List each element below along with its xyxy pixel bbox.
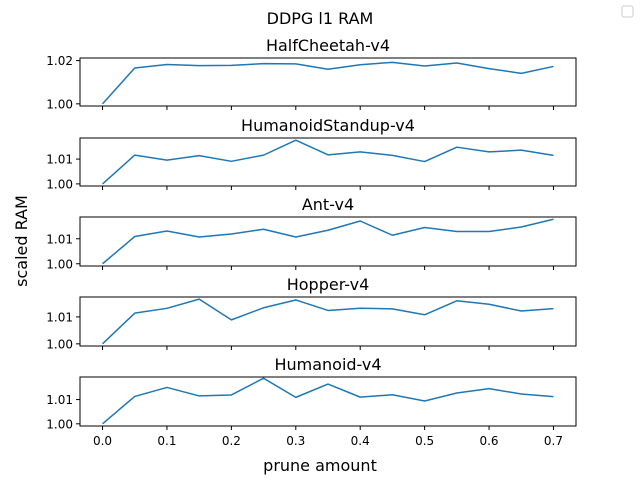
subplot-title: Humanoid-v4 — [274, 355, 381, 374]
y-tick-label: 1.02 — [46, 54, 73, 68]
subplot-frame — [79, 376, 577, 427]
x-tick-label: 0.3 — [286, 434, 305, 448]
y-tick-label: 1.01 — [46, 153, 73, 167]
series-line — [102, 298, 554, 345]
subplot-frame — [79, 137, 577, 187]
subplot-title: HalfCheetah-v4 — [266, 36, 390, 55]
legend-box — [621, 5, 634, 18]
series-line — [101, 61, 554, 105]
x-tick-label: 0.2 — [222, 434, 241, 448]
y-tick-label: 1.01 — [46, 232, 73, 246]
subplot-frame — [79, 57, 577, 107]
y-tick-label: 1.00 — [46, 417, 73, 431]
x-tick-label: 0.1 — [157, 434, 176, 448]
subplot-frame — [79, 216, 577, 267]
x-tick-label: 0.0 — [93, 434, 112, 448]
series-line — [102, 218, 554, 265]
subplot-title: Hopper-v4 — [287, 275, 370, 294]
y-tick-label: 1.00 — [46, 177, 73, 191]
figure-title: DDPG l1 RAM — [267, 9, 374, 28]
series-line — [102, 139, 554, 185]
series-line — [102, 377, 554, 425]
subplot-title: Ant-v4 — [302, 195, 354, 214]
x-tick-label: 0.6 — [479, 434, 498, 448]
subplots: HalfCheetah-v4 1.00 1.02 HumanoidStandup-v4… — [46, 36, 577, 448]
subplot-title: HumanoidStandup-v4 — [241, 116, 415, 135]
y-axis-label: scaled RAM — [12, 195, 31, 287]
x-tick-label: 0.7 — [544, 434, 563, 448]
y-tick-label: 1.00 — [46, 97, 73, 111]
x-tick-label: 0.4 — [351, 434, 370, 448]
y-tick-label: 1.00 — [46, 257, 73, 271]
x-tick-label: 0.5 — [415, 434, 434, 448]
y-tick-label: 1.01 — [46, 310, 73, 324]
y-tick-label: 1.01 — [46, 393, 73, 407]
subplot-frame — [79, 296, 577, 347]
y-tick-label: 1.00 — [46, 337, 73, 351]
x-axis-label: prune amount — [263, 456, 377, 475]
